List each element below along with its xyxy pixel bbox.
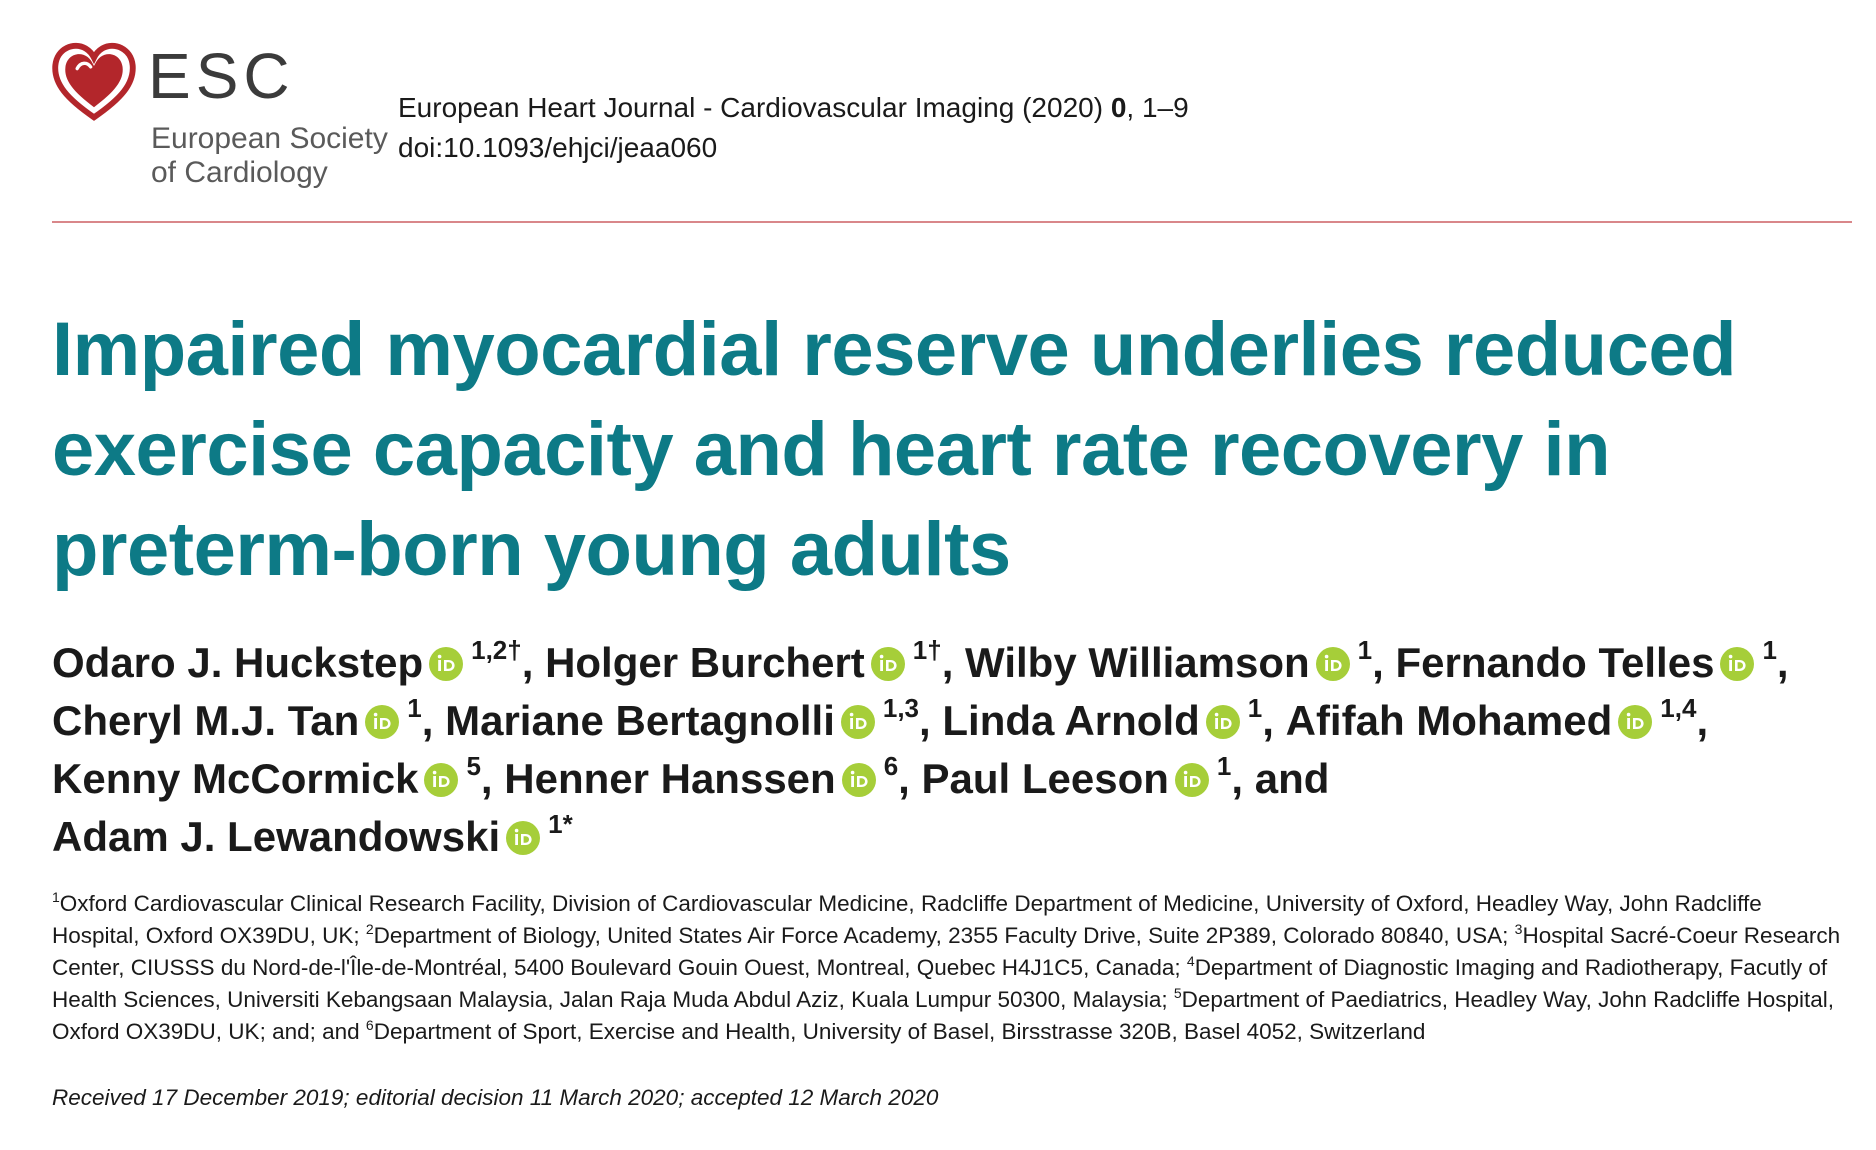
author-9: Kenny McCormick 5, [52,753,505,802]
author-8: Afifah Mohamed 1,4, [1285,695,1709,744]
affiliation-1: Oxford Cardiovascular Clinical Research … [52,891,1762,948]
orcid-icon[interactable] [870,647,905,681]
author-affiliation-marker: 1,2† [471,635,522,665]
affiliation-marker: 3 [1514,921,1523,937]
affiliation-marker: 6 [365,1017,374,1033]
orcid-icon[interactable] [506,821,541,855]
orcid-icon[interactable] [840,705,875,739]
affiliation-marker: 2 [365,921,374,937]
author-affiliation-marker: 1,4 [1660,693,1697,723]
author-separator: , [521,639,546,686]
author-name[interactable]: Odaro J. Huckstep [52,639,424,686]
author-list: Odaro J. Huckstep 1,2†, Holger Burchert 1†… [52,634,1852,866]
author-separator: , [1696,697,1709,744]
author-name[interactable]: Linda Arnold [942,697,1200,744]
author-affiliation-marker: 6 [883,751,899,781]
affiliation-list: 1Oxford Cardiovascular Clinical Research… [52,888,1852,1048]
author-name[interactable]: Kenny McCormick [52,755,419,802]
orcid-icon[interactable] [1720,647,1755,681]
author-10: Henner Hanssen 6, [504,753,922,802]
author-separator: , and [1231,755,1330,802]
orcid-icon[interactable] [424,763,459,797]
author-affiliation-marker: 1 [1762,635,1777,665]
author-7: Linda Arnold 1, [942,695,1286,744]
author-separator: , [919,697,943,744]
author-2: Holger Burchert 1†, [545,637,966,686]
author-affiliation-marker: 1 [407,693,422,723]
logo-abbreviation: ESC [148,40,295,112]
logo-line-1: European Society [151,122,388,155]
journal-pages: , 1–9 [1126,92,1189,123]
esc-logo: ESC European Society of Cardiology [52,40,388,190]
author-name[interactable]: Paul Leeson [921,755,1169,802]
journal-doi[interactable]: doi:10.1093/ehjci/jeaa060 [398,132,718,163]
journal-citation: European Heart Journal - Cardiovascular … [398,88,1189,128]
affiliation-6: Department of Sport, Exercise and Health… [373,1019,1426,1044]
affiliation-2: Department of Biology, United States Air… [373,923,1515,948]
orcid-icon[interactable] [1618,705,1653,739]
author-separator: , [1776,639,1789,686]
author-name[interactable]: Wilby Williamson [965,639,1310,686]
author-name[interactable]: Cheryl M.J. Tan [52,697,360,744]
author-separator: , [480,755,505,802]
author-affiliation-marker: 1 [1216,751,1232,781]
author-affiliation-marker: 5 [466,751,481,781]
affiliation-marker: 1 [52,889,60,905]
author-separator: , [421,697,446,744]
author-11: Paul Leeson 1, and [921,753,1330,802]
author-affiliation-marker: 1† [912,635,942,665]
journal-volume: 0 [1110,92,1127,123]
author-5: Cheryl M.J. Tan 1, [52,695,446,744]
author-name[interactable]: Afifah Mohamed [1285,697,1613,744]
author-separator: , [941,639,966,686]
author-affiliation-marker: 1 [1247,693,1263,723]
author-affiliation-marker: 1,3 [882,693,920,723]
article-title: Impaired myocardial reserve underlies re… [52,307,1737,592]
author-separator: , [898,755,922,802]
affiliation-marker: 5 [1173,985,1182,1001]
orcid-icon[interactable] [429,647,464,681]
orcid-icon[interactable] [1205,705,1240,739]
author-name[interactable]: Adam J. Lewandowski [52,813,501,860]
author-affiliation-marker: 1 [1357,635,1373,665]
orcid-icon[interactable] [1174,763,1209,797]
author-3: Wilby Williamson 1, [965,637,1396,686]
author-4: Fernando Telles 1, [1395,637,1789,686]
orcid-icon[interactable] [365,705,400,739]
author-name[interactable]: Holger Burchert [545,639,865,686]
affiliation-4: Department of Diagnostic Imaging and Rad… [52,955,1828,1012]
logo-line-2: of Cardiology [151,156,328,189]
author-1: Odaro J. Huckstep 1,2†, [52,637,546,686]
journal-citation-prefix: European Heart Journal - Cardiovascular … [398,92,1111,123]
orcid-icon[interactable] [841,763,876,797]
affiliation-3: Hospital Sacré-Coeur Research Center, CI… [52,923,1841,980]
author-6: Mariane Bertagnolli 1,3, [445,695,943,744]
author-name[interactable]: Fernando Telles [1395,639,1715,686]
logo-full-name: European Society of Cardiology [151,122,411,190]
author-name[interactable]: Mariane Bertagnolli [445,697,835,744]
affiliation-marker: 4 [1186,953,1195,969]
author-separator: , [1262,697,1286,744]
affiliation-5: Department of Paediatrics, Headley Way, … [52,987,1835,1044]
heart-logo-icon [52,42,136,121]
author-affiliation-marker: 1* [548,809,573,839]
received-dates: Received 17 December 2019; editorial dec… [52,1085,939,1110]
author-12: Adam J. Lewandowski 1* [52,811,573,860]
orcid-icon[interactable] [1315,647,1350,681]
author-separator: , [1372,639,1396,686]
header-divider [52,221,1852,223]
journal-info: European Heart Journal - Cardiovascular … [398,88,1189,168]
author-name[interactable]: Henner Hanssen [504,755,836,802]
